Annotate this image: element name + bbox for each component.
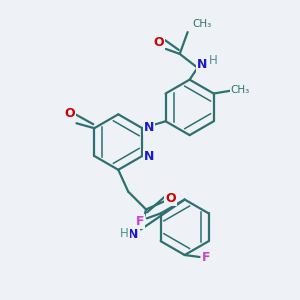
Text: F: F [202, 251, 211, 265]
Text: N: N [128, 228, 138, 241]
Text: F: F [136, 215, 144, 228]
Text: N: N [144, 121, 154, 134]
Text: H: H [120, 227, 129, 240]
Text: O: O [154, 35, 164, 49]
Text: H: H [209, 54, 218, 67]
Text: O: O [64, 107, 75, 120]
Text: O: O [166, 192, 176, 205]
Text: CH₃: CH₃ [193, 19, 212, 29]
Text: N: N [197, 58, 208, 71]
Text: CH₃: CH₃ [231, 85, 250, 94]
Text: N: N [144, 150, 154, 164]
